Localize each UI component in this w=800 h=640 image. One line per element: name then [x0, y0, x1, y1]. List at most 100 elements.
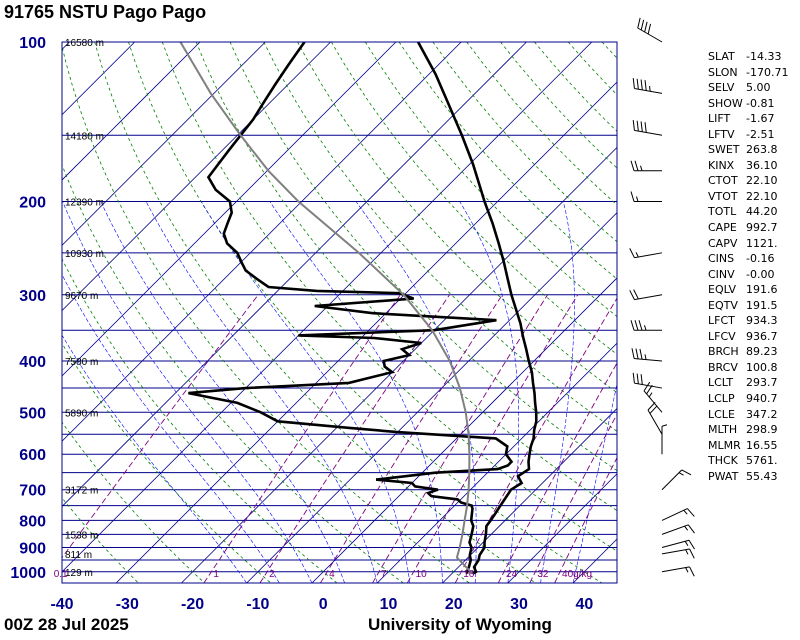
moist-adiabat-line [201, 201, 411, 583]
stat-row: SELV 5.00 [708, 80, 798, 96]
stat-value: 22.10 [746, 174, 778, 188]
isotherm-line [62, 42, 135, 116]
height-label: 12390 m [65, 197, 104, 208]
stat-value: 934.3 [746, 314, 778, 328]
stat-value: -170.71 [746, 65, 789, 79]
mixing-ratio-line [203, 294, 401, 583]
stat-key: PWAT [708, 469, 739, 483]
stat-value: 263.8 [746, 143, 778, 157]
stat-row: SWET 263.8 [708, 142, 798, 158]
wind-barb [661, 539, 695, 550]
mixing-ratio-line [554, 456, 617, 583]
stat-row: CTOT 22.10 [708, 173, 798, 189]
isotherm-line [507, 473, 617, 583]
dry-adiabat-line [62, 163, 404, 583]
stat-key: LFCV [708, 329, 736, 343]
wind-barb [632, 78, 663, 94]
dry-adiabat-line [398, 42, 617, 280]
moist-adiabat-line [269, 201, 443, 583]
isotherm-line [62, 42, 201, 181]
mixing-ratio-label: 0.1 [54, 569, 68, 580]
plot-area [62, 42, 617, 583]
wind-barb [630, 320, 662, 331]
stat-key: CINS [708, 252, 735, 266]
stat-value: 5761. [746, 454, 778, 468]
wind-barb [632, 119, 663, 136]
stat-key: SLAT [708, 50, 735, 63]
moist-adiabat-line [100, 201, 345, 583]
stat-key: THCK [708, 454, 738, 468]
wind-barb [661, 469, 692, 491]
stat-key: EQLV [708, 283, 737, 297]
height-label: 1538 m [65, 530, 98, 541]
mixing-ratio-label: 16 [463, 569, 475, 580]
isotherm-line [62, 42, 70, 50]
moist-adiabat-line [355, 201, 477, 583]
temperature-tick-label: 30 [510, 596, 528, 613]
stat-key: BRCH [708, 345, 739, 359]
dry-adiabat-line [62, 258, 338, 583]
mixing-ratio-label: 40g/kg [562, 569, 592, 580]
wind-barb [629, 289, 663, 301]
mixing-ratio-label: 24 [506, 569, 518, 580]
stat-key: VTOT [708, 189, 738, 203]
wind-barb [661, 524, 695, 535]
stat-key: MLMR [708, 438, 741, 452]
stat-key: LCLT [708, 376, 734, 390]
stat-value: -1.67 [746, 112, 775, 126]
pressure-tick-label: 100 [19, 35, 46, 52]
stat-value: 940.7 [746, 392, 778, 406]
mixing-ratio-label: 7 [381, 569, 387, 580]
stat-key: CINV [708, 267, 735, 281]
height-label: 16580 m [65, 38, 104, 49]
stat-row: LCLP 940.7 [708, 391, 798, 407]
height-label: 5890 m [65, 408, 98, 419]
stat-row: BRCH 89.23 [708, 344, 798, 360]
mixing-ratio-label: 10 [416, 569, 428, 580]
stat-row: CINV -0.00 [708, 267, 798, 283]
stat-key: LCLE [708, 407, 735, 421]
stat-key: LIFT [708, 112, 731, 126]
stat-key: LFTV [708, 127, 735, 141]
stat-value: 1121. [746, 236, 778, 250]
height-label: 7580 m [65, 357, 98, 368]
height-label: 9670 m [65, 291, 98, 302]
isotherm-line [62, 42, 593, 573]
wind-barb [661, 548, 695, 559]
moist-adiabat-line [62, 201, 313, 583]
isotherm-line [115, 81, 617, 583]
source-credit: University of Wyoming [368, 615, 552, 634]
stat-value: 992.7 [746, 221, 778, 235]
wind-barb [661, 424, 668, 455]
stat-value: 55.43 [746, 469, 778, 483]
stability-indices-panel: SLAT -14.33 SLON -170.71 SELV 5.00 SHOW -0.81 LI… [708, 49, 798, 484]
height-label: 14180 m [65, 131, 104, 142]
mixing-ratio-label: 4 [329, 569, 335, 580]
stat-row: LFCT 934.3 [708, 313, 798, 329]
mixing-ratio-line [497, 362, 617, 583]
height-label: 129 m [65, 568, 93, 579]
stat-row: CAPV 1121. [708, 236, 798, 252]
moist-adiabat-line [62, 273, 280, 583]
stat-row: SLON -170.71 [708, 65, 798, 81]
wind-barb [629, 248, 663, 259]
stat-key: LFCT [708, 314, 735, 328]
mixing-ratio-label: 2 [269, 569, 275, 580]
stat-key: KINX [708, 158, 735, 172]
dry-adiabat-line [161, 42, 617, 552]
isotherm-line [62, 42, 462, 442]
pressure-tick-label: 800 [19, 513, 46, 530]
stat-row: SHOW -0.81 [708, 96, 798, 112]
temperature-tick-label: 20 [445, 596, 463, 613]
temperature-tick-label: 40 [575, 596, 593, 613]
parcel-profile-line [179, 42, 474, 575]
isotherm-line [311, 277, 617, 583]
mixing-ratio-line [62, 294, 259, 559]
mixing-ratio-line [406, 294, 579, 583]
isotherm-line [181, 146, 617, 583]
chart-title: 91765 NSTU Pago Pago [4, 2, 207, 22]
height-label: 811 m [65, 550, 92, 561]
temperature-profile-line [416, 42, 538, 575]
mixing-ratio-label: 1 [213, 569, 219, 580]
